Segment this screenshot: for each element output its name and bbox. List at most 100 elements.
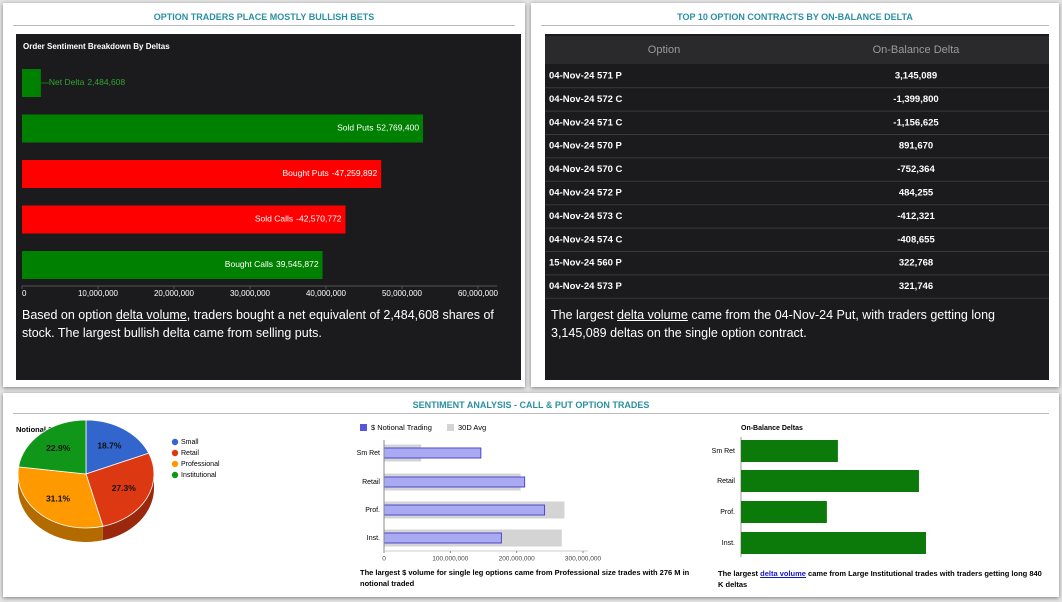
link[interactable]: delta volume bbox=[760, 569, 806, 578]
y-tick-label: Inst. bbox=[367, 535, 380, 542]
data-label: 22.9% bbox=[46, 443, 71, 453]
category-label: Bought Puts bbox=[282, 168, 328, 178]
panel: SENTIMENT ANALYSIS - CALL & PUT OPTION T… bbox=[3, 393, 1059, 597]
y-tick-label: Retail bbox=[362, 479, 380, 486]
pie-slice bbox=[17, 466, 104, 529]
table-header bbox=[545, 36, 1049, 64]
category-label: Sold Calls bbox=[255, 214, 293, 224]
category-label: Bought Calls bbox=[225, 259, 273, 269]
data-label: Net Delta 2,484,608 bbox=[49, 77, 126, 87]
cell: -408,655 bbox=[897, 234, 935, 245]
link[interactable]: delta volume bbox=[115, 308, 187, 322]
bar bbox=[741, 501, 827, 523]
link[interactable]: delta volume bbox=[617, 308, 688, 322]
legend-label: Retail bbox=[181, 450, 199, 457]
dark-box bbox=[545, 34, 1049, 380]
cell: 04-Nov-24 570 C bbox=[549, 164, 623, 175]
legend-marker bbox=[171, 449, 179, 457]
legend-marker bbox=[171, 438, 179, 446]
cell: 3,145,089 bbox=[895, 71, 937, 82]
cell: 321,746 bbox=[899, 281, 933, 292]
legend-label: Institutional bbox=[181, 472, 217, 479]
y-tick-label: Prof. bbox=[720, 509, 735, 516]
pie-slice bbox=[85, 419, 150, 475]
cell: 04-Nov-24 574 C bbox=[549, 234, 623, 245]
legend-marker bbox=[171, 460, 179, 468]
value-label: -47,259,892 bbox=[332, 168, 378, 178]
cell: -1,399,800 bbox=[893, 94, 938, 105]
panel-title: TOP 10 OPTION CONTRACTS BY ON-BALANCE DE… bbox=[677, 12, 913, 22]
value-label: 52,769,400 bbox=[377, 123, 420, 133]
x-tick-label: 20,000,000 bbox=[154, 289, 195, 298]
text: Based on option bbox=[22, 308, 116, 322]
cell: 04-Nov-24 571 C bbox=[549, 117, 623, 128]
bar bbox=[741, 532, 926, 554]
value-label: 39,545,872 bbox=[276, 259, 319, 269]
bar bbox=[22, 69, 41, 97]
data-label: Bought Puts -47,259,892 bbox=[282, 168, 377, 178]
y-tick-label: Prof. bbox=[365, 507, 380, 514]
text: , traders bought a net equivalent of 2,4… bbox=[22, 308, 494, 340]
category-label: Sold Puts bbox=[337, 123, 373, 133]
bar bbox=[22, 114, 424, 143]
data-label: 27.3% bbox=[112, 483, 137, 493]
legend-marker bbox=[447, 424, 454, 431]
chart-title: Order Sentiment Breakdown By Deltas bbox=[23, 42, 170, 51]
cell: 322,768 bbox=[899, 258, 933, 269]
cell: 04-Nov-24 572 C bbox=[549, 94, 623, 105]
bar bbox=[741, 470, 919, 492]
column-header: Option bbox=[648, 44, 680, 56]
value-label: 2,484,608 bbox=[87, 77, 125, 87]
legend-label: Professional bbox=[181, 461, 220, 468]
y-tick-label: Inst. bbox=[722, 540, 735, 547]
legend-marker bbox=[171, 471, 179, 479]
data-label: Sold Calls -42,570,772 bbox=[255, 214, 342, 224]
caption: The largest $ volume for single leg opti… bbox=[360, 568, 690, 588]
bar bbox=[741, 440, 838, 462]
data-label: 31.1% bbox=[46, 493, 71, 503]
data-label: Sold Puts 52,769,400 bbox=[337, 123, 419, 133]
cell: 04-Nov-24 572 P bbox=[549, 188, 623, 199]
legend-label: 30D Avg bbox=[458, 423, 486, 432]
pie-slice bbox=[85, 452, 155, 527]
legend-marker bbox=[360, 424, 367, 431]
cell: 04-Nov-24 573 C bbox=[549, 211, 623, 222]
pie-side bbox=[102, 474, 154, 541]
legend-label: $ Notional Trading bbox=[371, 423, 432, 432]
text: came from Large Institutional trades wit… bbox=[718, 569, 1042, 589]
cell: 04-Nov-24 573 P bbox=[549, 281, 623, 292]
category-label: Net Delta bbox=[49, 77, 85, 87]
x-tick-label: 60,000,000 bbox=[458, 289, 499, 298]
panel-title: SENTIMENT ANALYSIS - CALL & PUT OPTION T… bbox=[412, 400, 650, 410]
y-tick-label: Sm Ret bbox=[357, 450, 380, 457]
bar bbox=[22, 251, 323, 279]
cell: 15-Nov-24 560 P bbox=[549, 258, 623, 269]
column-header: On-Balance Delta bbox=[873, 44, 961, 56]
x-tick-label: 100,000,000 bbox=[432, 556, 469, 563]
text: The largest bbox=[718, 569, 761, 578]
cell: -752,364 bbox=[897, 164, 935, 175]
text: The largest bbox=[551, 308, 618, 322]
panel-title: OPTION TRADERS PLACE MOSTLY BULLISH BETS bbox=[153, 12, 375, 22]
cell: 891,670 bbox=[899, 141, 933, 152]
cell: 04-Nov-24 570 P bbox=[549, 141, 623, 152]
cell: 484,255 bbox=[899, 188, 934, 199]
x-tick-label: 50,000,000 bbox=[382, 289, 423, 298]
bar bbox=[383, 504, 546, 516]
pie-slice bbox=[18, 419, 87, 475]
data-label: Bought Calls 39,545,872 bbox=[225, 259, 319, 269]
x-tick-label: 30,000,000 bbox=[230, 289, 271, 298]
bar bbox=[22, 160, 382, 188]
cell: -1,156,625 bbox=[893, 117, 939, 128]
x-tick-label: 200,000,000 bbox=[499, 556, 536, 563]
caption: The largest delta volume came from Large… bbox=[718, 568, 1048, 590]
x-tick-label: 40,000,000 bbox=[306, 289, 347, 298]
y-tick-label: Retail bbox=[717, 478, 735, 485]
pie-side bbox=[18, 474, 103, 542]
cell: -412,321 bbox=[897, 211, 935, 222]
note: Based on option delta volume, traders bo… bbox=[22, 306, 514, 342]
x-tick-label: 10,000,000 bbox=[78, 289, 119, 298]
chart-title: On-Balance Deltas bbox=[741, 425, 803, 432]
